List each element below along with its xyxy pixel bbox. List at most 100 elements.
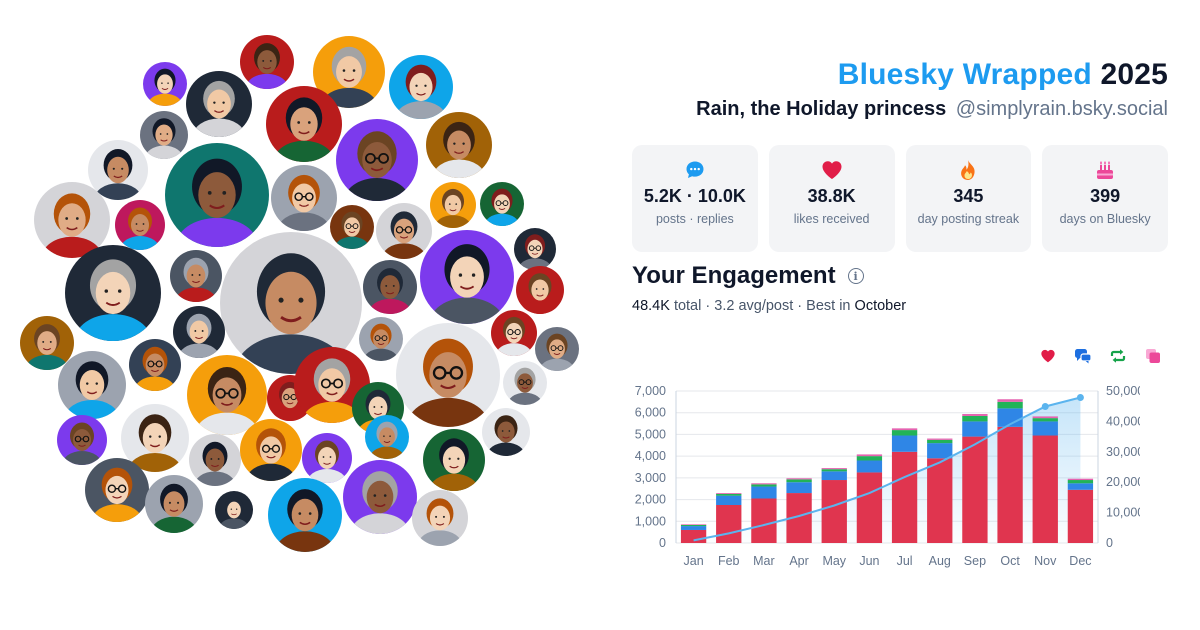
x-tick-label: Feb bbox=[718, 554, 740, 568]
avatar bbox=[535, 327, 579, 371]
avatar bbox=[336, 119, 418, 201]
avatar bbox=[65, 245, 161, 341]
y-tick-label: 0 bbox=[659, 536, 666, 550]
avatar bbox=[170, 250, 222, 302]
bar-quotes bbox=[891, 428, 918, 431]
avatar bbox=[57, 415, 107, 465]
avatar bbox=[189, 434, 241, 486]
x-tick-label: Jun bbox=[859, 554, 879, 568]
bar-quotes bbox=[680, 524, 707, 525]
bar-reposts bbox=[716, 493, 742, 496]
avatar bbox=[423, 429, 485, 491]
avatar bbox=[145, 475, 203, 533]
y2-tick-label: 40,000 bbox=[1106, 414, 1140, 428]
engagement-total: 48.4K bbox=[632, 298, 670, 314]
bar-likes bbox=[821, 480, 847, 543]
stats-row: 5.2K · 10.0K posts · replies 38.8K likes… bbox=[632, 145, 1168, 252]
bar-likes bbox=[751, 498, 777, 543]
info-icon[interactable]: i bbox=[847, 268, 864, 284]
avatar bbox=[129, 339, 181, 391]
bar-replies bbox=[856, 460, 883, 473]
x-tick-label: Dec bbox=[1069, 554, 1091, 568]
avatar bbox=[503, 361, 547, 405]
year-title: 2025 bbox=[1100, 58, 1168, 91]
bar-replies bbox=[927, 443, 953, 459]
bar-reposts bbox=[927, 439, 953, 444]
avatar bbox=[313, 36, 385, 108]
stat-value: 5.2K · 10.0K bbox=[643, 186, 746, 206]
stat-card-likes: 38.8K likes received bbox=[768, 145, 895, 252]
quote-icon[interactable] bbox=[1143, 346, 1163, 366]
y-tick-label: 4,000 bbox=[635, 449, 666, 463]
user-line: Rain, the Holiday princess @simplyrain.b… bbox=[696, 94, 1168, 124]
bar-likes bbox=[1067, 489, 1094, 543]
avatar bbox=[365, 415, 409, 459]
y-tick-label: 5,000 bbox=[635, 427, 666, 441]
page-title: Bluesky Wrapped 2025 bbox=[696, 56, 1168, 94]
avatar bbox=[173, 306, 225, 358]
bar-likes bbox=[680, 529, 707, 543]
avatar bbox=[58, 351, 126, 419]
avatar bbox=[491, 310, 537, 356]
avatar bbox=[302, 433, 352, 483]
avatar bbox=[268, 478, 342, 552]
bar-quotes bbox=[821, 468, 847, 470]
x-tick-label: Aug bbox=[929, 554, 951, 568]
stat-label: day posting streak bbox=[917, 212, 1020, 226]
bar-quotes bbox=[716, 493, 742, 494]
avatar bbox=[165, 143, 269, 247]
display-name: Rain, the Holiday princess bbox=[696, 98, 947, 120]
bar-quotes bbox=[962, 414, 988, 416]
y-tick-label: 6,000 bbox=[635, 406, 666, 420]
avatar bbox=[187, 355, 267, 435]
bar-replies bbox=[751, 486, 777, 499]
reply-icon[interactable] bbox=[1073, 346, 1093, 366]
bar-quotes bbox=[1032, 416, 1058, 419]
stat-label: likes received bbox=[793, 212, 870, 226]
separator: · bbox=[797, 298, 803, 314]
stat-label: posts · replies bbox=[655, 212, 734, 226]
bar-reposts bbox=[821, 469, 847, 472]
avatar bbox=[186, 71, 252, 137]
avatar bbox=[215, 491, 253, 529]
y2-tick-label: 20,000 bbox=[1106, 475, 1140, 489]
bar-likes bbox=[962, 436, 988, 543]
brand-title: Bluesky Wrapped bbox=[837, 58, 1092, 91]
avatar bbox=[140, 111, 188, 159]
heart-icon[interactable] bbox=[1038, 346, 1058, 366]
bar-reposts bbox=[680, 524, 707, 527]
cumulative-point bbox=[1076, 394, 1084, 402]
cumulative-point bbox=[1041, 403, 1049, 411]
bar-reposts bbox=[751, 484, 777, 487]
y2-tick-label: 30,000 bbox=[1106, 445, 1140, 459]
avatar bbox=[240, 35, 294, 89]
avatar bbox=[330, 205, 374, 249]
avatar bbox=[115, 200, 165, 250]
avatar bbox=[389, 55, 453, 119]
avatar bbox=[480, 182, 524, 226]
y2-tick-label: 0 bbox=[1106, 536, 1113, 550]
avatar bbox=[412, 490, 468, 546]
engagement-avg: 3.2 avg/post bbox=[714, 298, 794, 314]
bar-likes bbox=[1032, 435, 1058, 543]
section-title: Your Engagement i bbox=[632, 262, 864, 290]
stat-value: 399 bbox=[1090, 186, 1121, 206]
bar-reposts bbox=[1032, 418, 1058, 422]
bar-quotes bbox=[1067, 478, 1094, 481]
bar-quotes bbox=[997, 399, 1023, 402]
repost-icon[interactable] bbox=[1108, 346, 1128, 366]
avatar bbox=[420, 230, 514, 324]
x-tick-label: Jan bbox=[684, 554, 704, 568]
avatar bbox=[430, 182, 476, 228]
y-tick-label: 7,000 bbox=[635, 384, 666, 398]
bar-reposts bbox=[1067, 480, 1094, 484]
bar-replies bbox=[821, 471, 847, 481]
avatar bbox=[20, 316, 74, 370]
engagement-total-word: total bbox=[673, 298, 702, 314]
bar-quotes bbox=[751, 483, 777, 485]
bar-replies bbox=[891, 435, 918, 452]
user-handle[interactable]: @simplyrain.bsky.social bbox=[955, 98, 1168, 120]
bar-replies bbox=[680, 526, 707, 530]
x-tick-label: Jul bbox=[897, 554, 913, 568]
avatar bbox=[240, 419, 302, 481]
